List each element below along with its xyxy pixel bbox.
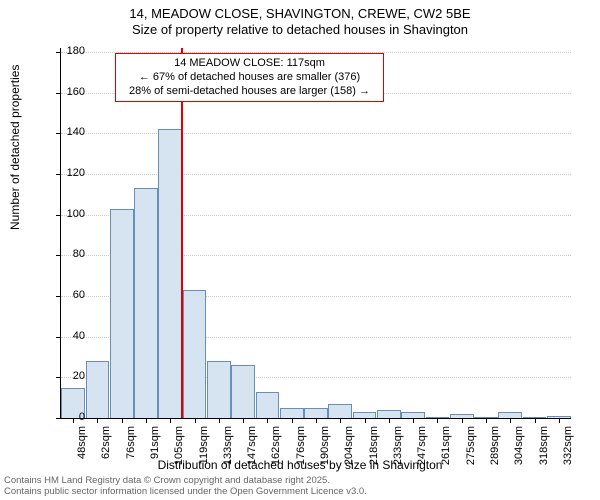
x-axis-label: Distribution of detached houses by size … [0,458,600,472]
y-tick-label: 40 [45,330,85,342]
y-tick-label: 0 [45,411,85,423]
title-line-1: 14, MEADOW CLOSE, SHAVINGTON, CREWE, CW2… [0,6,600,21]
histogram-bar [328,404,352,418]
histogram-bar [110,209,134,418]
histogram-bar [134,188,158,418]
annotation-line-1: 14 MEADOW CLOSE: 117sqm [122,57,377,71]
y-tick-label: 180 [45,45,85,57]
histogram-chart: 14, MEADOW CLOSE, SHAVINGTON, CREWE, CW2… [0,0,600,500]
reference-line [181,48,183,418]
footer-attribution: Contains HM Land Registry data © Crown c… [4,476,367,498]
y-tick-label: 100 [45,208,85,220]
y-tick-label: 60 [45,289,85,301]
footer-line-2: Contains public sector information licen… [4,487,367,498]
annotation-line-2: ← 67% of detached houses are smaller (37… [122,71,377,85]
histogram-bar [207,361,231,418]
y-tick-label: 80 [45,248,85,260]
histogram-bar [158,129,182,418]
histogram-bar [280,408,304,418]
histogram-bar [231,365,255,418]
y-tick-label: 20 [45,370,85,382]
annotation-line-3: 28% of semi-detached houses are larger (… [122,85,377,99]
annotation-box: 14 MEADOW CLOSE: 117sqm ← 67% of detache… [115,53,384,102]
histogram-bar [256,392,280,418]
y-tick-label: 120 [45,167,85,179]
histogram-bar [183,290,207,418]
chart-title: 14, MEADOW CLOSE, SHAVINGTON, CREWE, CW2… [0,6,600,37]
plot-area [60,48,571,419]
y-tick-label: 140 [45,126,85,138]
histogram-bar [304,408,328,418]
y-axis-label: Number of detached properties [8,65,22,230]
y-tick-label: 160 [45,86,85,98]
histogram-bar [377,410,401,418]
title-line-2: Size of property relative to detached ho… [0,22,600,37]
histogram-bar [86,361,110,418]
